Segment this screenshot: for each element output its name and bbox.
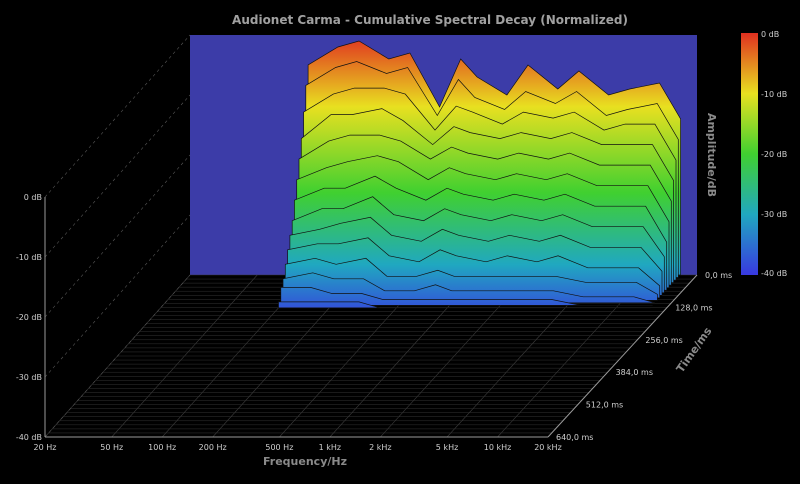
x-tick-label: 50 Hz	[100, 443, 123, 452]
time-tick-label: 128,0 ms	[675, 303, 712, 312]
x-tick-label: 20 Hz	[34, 443, 57, 452]
chart-title: Audionet Carma - Cumulative Spectral Dec…	[232, 13, 628, 27]
time-axis-line	[547, 274, 698, 438]
time-tick-label: 640,0 ms	[556, 433, 593, 442]
colorbar-label: 0 dB	[761, 30, 779, 39]
colorbar-labels: 0 dB -10 dB -20 dB -30 dB -40 dB	[761, 30, 787, 278]
colorbar-label: -30 dB	[761, 210, 787, 219]
depth-guide	[44, 214, 191, 378]
depth-guide	[44, 154, 191, 318]
x-tick-label: 100 Hz	[148, 443, 176, 452]
time-tick-label: 256,0 ms	[645, 336, 682, 345]
depth-guide	[44, 274, 191, 438]
time-tick-label: 0,0 ms	[705, 271, 732, 280]
decay-slice	[278, 301, 651, 309]
x-tick-label: 10 kHz	[484, 443, 512, 452]
x-tick-label: 200 Hz	[199, 443, 227, 452]
time-axis-label: Time/ms	[674, 325, 715, 376]
x-tick-label: 1 kHz	[319, 443, 341, 452]
colorbar-label: -20 dB	[761, 150, 787, 159]
colorbar-label: -10 dB	[761, 90, 787, 99]
y-tick-label: -20 dB	[16, 313, 42, 322]
x-tick-label: 5 kHz	[436, 443, 458, 452]
time-tick-label: 384,0 ms	[616, 368, 653, 377]
x-tick-label: 20 kHz	[534, 443, 562, 452]
waterfall-slices	[278, 40, 681, 309]
decay-slice	[280, 287, 653, 306]
y-tick-label: -30 dB	[16, 373, 42, 382]
axes: 20 Hz 50 Hz 100 Hz 200 Hz 500 Hz 1 kHz 2 kHz 5 …	[16, 193, 732, 452]
time-tick-label: 512,0 ms	[586, 401, 623, 410]
depth-guide	[44, 34, 191, 198]
decay-slice	[282, 272, 656, 304]
y-axis-label: Amplitude/dB	[705, 113, 718, 197]
y-tick-label: -10 dB	[16, 253, 42, 262]
x-tick-label: 2 kHz	[369, 443, 391, 452]
y-tick-label: 0 dB	[24, 193, 42, 202]
x-tick-label: 500 Hz	[265, 443, 293, 452]
y-tick-label: -40 dB	[16, 433, 42, 442]
colorbar	[741, 33, 758, 275]
depth-guide	[44, 94, 191, 258]
colorbar-label: -40 dB	[761, 269, 787, 278]
x-axis-label: Frequency/Hz	[263, 455, 347, 468]
